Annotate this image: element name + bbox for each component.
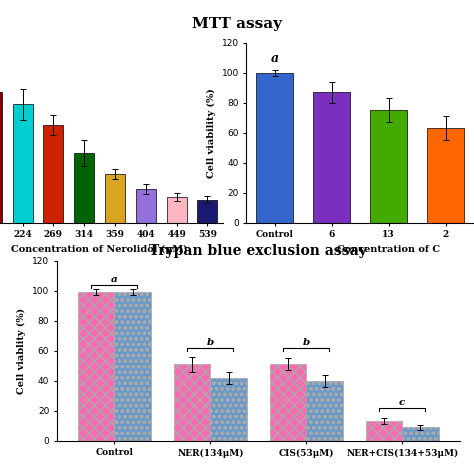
Bar [114,292,151,441]
Bar [78,292,114,441]
Text: b: b [303,338,310,347]
Bar [136,189,156,223]
Text: a: a [111,275,118,284]
Bar [166,197,187,223]
Text: MTT assay: MTT assay [192,17,282,31]
Bar [370,110,407,223]
Text: b: b [207,338,214,347]
Bar [12,104,33,223]
X-axis label: Concentration of Nerolidol (μM): Concentration of Nerolidol (μM) [11,245,188,254]
Bar [43,125,64,223]
Title: Trypan blue exclusion assay: Trypan blue exclusion assay [149,244,367,258]
Bar [366,421,402,441]
Bar [174,365,210,441]
Text: c: c [399,398,405,407]
Bar [427,128,464,223]
Bar [197,200,218,223]
Bar [402,428,438,441]
Text: a: a [271,52,279,65]
Bar [105,174,125,223]
Bar [74,153,94,223]
Bar [306,381,343,441]
Bar [270,365,306,441]
Bar [313,92,350,223]
Y-axis label: Cell viablity (%): Cell viablity (%) [18,308,27,394]
Y-axis label: Cell viability (%): Cell viability (%) [207,88,216,178]
Bar [0,91,2,223]
Bar [256,73,293,223]
Bar [210,378,247,441]
X-axis label: Concentration of C: Concentration of C [337,245,440,254]
